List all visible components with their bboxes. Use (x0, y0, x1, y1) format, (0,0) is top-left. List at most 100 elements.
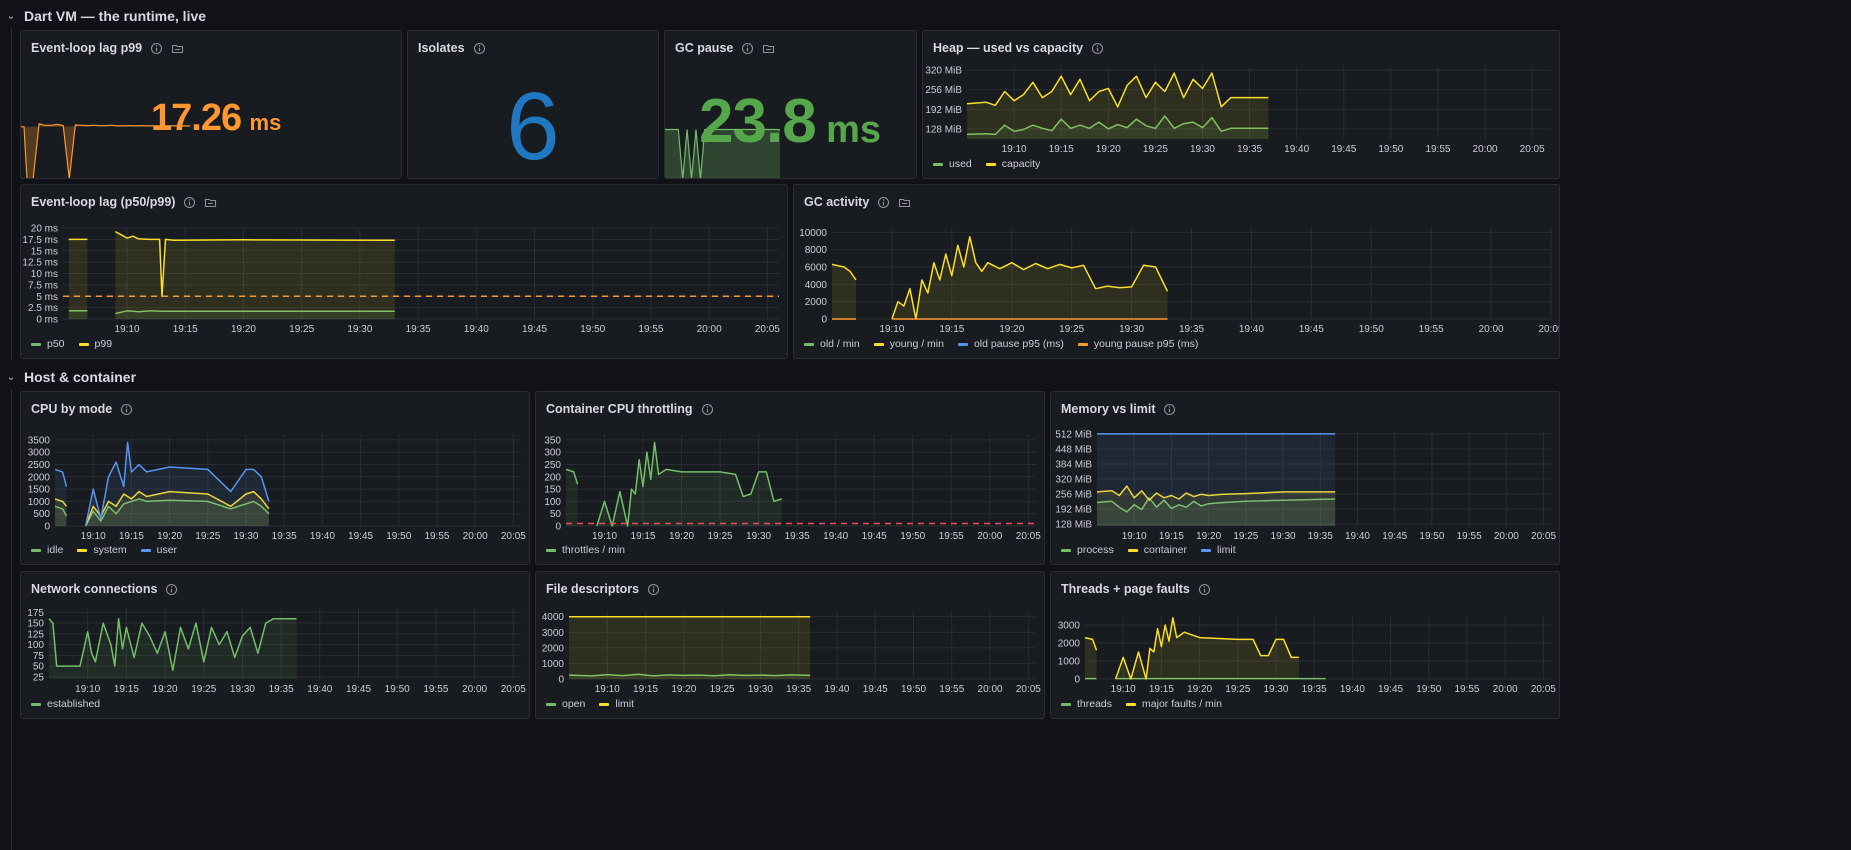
legend-item[interactable]: system (77, 544, 127, 556)
info-icon[interactable] (473, 42, 486, 55)
legend[interactable]: throttles / min (546, 544, 625, 556)
panel-eventloop-lag[interactable]: Event-loop lag (p50/p99) 20 ms 17.5 ms 15 … (20, 184, 788, 359)
legend-item[interactable]: threads (1061, 698, 1112, 710)
legend-item[interactable]: idle (31, 544, 63, 556)
chart-heap[interactable]: 320 MiB 256 MiB 192 MiB 128 MiB 19:10 19:15 19… (923, 31, 1560, 179)
info-icon[interactable] (1091, 42, 1104, 55)
chart-threads[interactable]: 3000 2000 1000 0 19:10 19:15 19:20 19:25 19:30 19… (1051, 572, 1560, 719)
library-panel-icon[interactable] (171, 42, 184, 55)
library-panel-icon[interactable] (898, 196, 911, 209)
panel-network[interactable]: Network connections 175 150 125 100 75 50 25 19… (20, 571, 530, 719)
panel-eventloop-p99[interactable]: Event-loop lag p99 17.26 ms (20, 30, 402, 179)
x-tick-label: 19:15 (173, 324, 198, 335)
series-line-idle[interactable] (54, 505, 68, 517)
info-icon[interactable] (150, 42, 163, 55)
legend-item[interactable]: limit (1200, 544, 1236, 556)
info-icon[interactable] (701, 403, 714, 416)
panel-heap[interactable]: Heap — used vs capacity 320 MiB 256 MiB 19… (922, 30, 1560, 179)
chart-memory[interactable]: 512 MiB 448 MiB 384 MiB 320 MiB 256 MiB 192 M… (1051, 392, 1560, 565)
legend-item[interactable]: p99 (78, 338, 112, 350)
series-area-container (1097, 486, 1336, 526)
legend-item[interactable]: container (1127, 544, 1187, 556)
info-icon[interactable] (183, 196, 196, 209)
series-line-major-faults-min[interactable] (1084, 636, 1098, 651)
legend-item[interactable]: limit (599, 698, 634, 710)
chevron-down-icon[interactable]: ⌄ (6, 371, 16, 383)
legend-item[interactable]: established (31, 698, 100, 710)
panel-cpu-mode[interactable]: CPU by mode 3500 3000 2500 2000 1500 1000 500 0… (20, 391, 530, 565)
series-line-system[interactable] (84, 490, 270, 527)
series-line-user[interactable] (54, 468, 68, 487)
panel-fds[interactable]: File descriptors 4000 3000 2000 1000 0 19:10 1… (535, 571, 1045, 719)
legend-item[interactable]: capacity (985, 158, 1040, 170)
info-icon[interactable] (741, 42, 754, 55)
series-line-young-min[interactable] (891, 235, 1169, 320)
series-line-p50[interactable] (115, 310, 395, 315)
legend[interactable]: used capacity (933, 158, 1040, 170)
series-line-process[interactable] (1096, 497, 1336, 513)
library-panel-icon[interactable] (762, 42, 775, 55)
panel-threads[interactable]: Threads + page faults 3000 2000 1000 0 19:10… (1050, 571, 1560, 719)
chart-fds[interactable]: 4000 3000 2000 1000 0 19:10 19:15 19:20 19:25 19:… (536, 572, 1045, 719)
y-tick-label: 25 (33, 672, 45, 683)
info-icon[interactable] (1163, 403, 1176, 416)
legend[interactable]: p50 p99 (31, 338, 112, 350)
panel-title: CPU by mode (31, 402, 113, 416)
panel-title: Threads + page faults (1061, 582, 1190, 596)
legend[interactable]: process container limit (1061, 544, 1236, 556)
y-tick-label: 320 MiB (1055, 475, 1092, 486)
panel-isolates[interactable]: Isolates 6 (407, 30, 659, 179)
legend-item[interactable]: p50 (31, 338, 65, 350)
series-line-open[interactable] (568, 673, 811, 677)
series-line-throttles-min[interactable] (596, 441, 782, 527)
panel-gc-pause[interactable]: GC pause 23.8 ms (664, 30, 917, 179)
info-icon[interactable] (165, 583, 178, 596)
legend-item[interactable]: old pause p95 (ms) (957, 338, 1064, 350)
legend[interactable]: open limit (546, 698, 634, 710)
series-area-p99 (68, 239, 88, 319)
info-icon[interactable] (877, 196, 890, 209)
x-tick-label: 19:40 (310, 531, 335, 542)
row-header-host-container[interactable]: ⌄ Host & container (0, 366, 136, 388)
series-line-p99[interactable] (115, 230, 395, 298)
legend[interactable]: threads major faults / min (1061, 698, 1222, 710)
legend-item[interactable]: major faults / min (1126, 698, 1222, 710)
series-line-throttles-min[interactable] (565, 468, 579, 485)
info-icon[interactable] (120, 403, 133, 416)
series-line-major-faults-min[interactable] (1114, 617, 1299, 680)
series-line-container[interactable] (1096, 485, 1336, 501)
legend-item[interactable]: old / min (804, 338, 860, 350)
series-line-user[interactable] (84, 441, 270, 527)
legend-item[interactable]: throttles / min (546, 544, 625, 556)
legend-item[interactable]: young pause p95 (ms) (1077, 338, 1198, 350)
legend-item[interactable]: open (546, 698, 585, 710)
panel-gc-activity[interactable]: GC activity 10000 8000 6000 4000 2000 0 19:10 1… (793, 184, 1560, 359)
row-header-dart-vm[interactable]: ⌄ Dart VM — the runtime, live (0, 5, 206, 27)
info-icon[interactable] (647, 583, 660, 596)
series-line-capacity[interactable] (966, 72, 1269, 108)
series-line-idle[interactable] (84, 498, 270, 527)
legend-item[interactable]: used (933, 158, 972, 170)
series-line-used[interactable] (966, 115, 1269, 136)
legend-item[interactable]: young / min (873, 338, 944, 350)
panel-throttling[interactable]: Container CPU throttling 350 300 250 200 150… (535, 391, 1045, 565)
panel-memory[interactable]: Memory vs limit 512 MiB 448 MiB 384 MiB 320… (1050, 391, 1560, 565)
info-icon[interactable] (1198, 583, 1211, 596)
series-line-system[interactable] (54, 498, 68, 507)
x-tick-label: 19:50 (385, 684, 410, 695)
legend[interactable]: old / min young / min old pause p95 (ms) yo… (804, 338, 1198, 350)
x-tick-label: 19:55 (1454, 684, 1479, 695)
chart-gc-activity[interactable]: 10000 8000 6000 4000 2000 0 19:10 19:15 19:20 19:… (794, 185, 1560, 359)
legend[interactable]: established (31, 698, 100, 710)
legend-item[interactable]: user (140, 544, 177, 556)
library-panel-icon[interactable] (204, 196, 217, 209)
legend-item[interactable]: process (1061, 544, 1114, 556)
series-line-established[interactable] (48, 618, 297, 672)
series-line-young-min[interactable] (831, 263, 857, 281)
legend[interactable]: idle system user (31, 544, 177, 556)
chevron-down-icon[interactable]: ⌄ (6, 10, 16, 22)
